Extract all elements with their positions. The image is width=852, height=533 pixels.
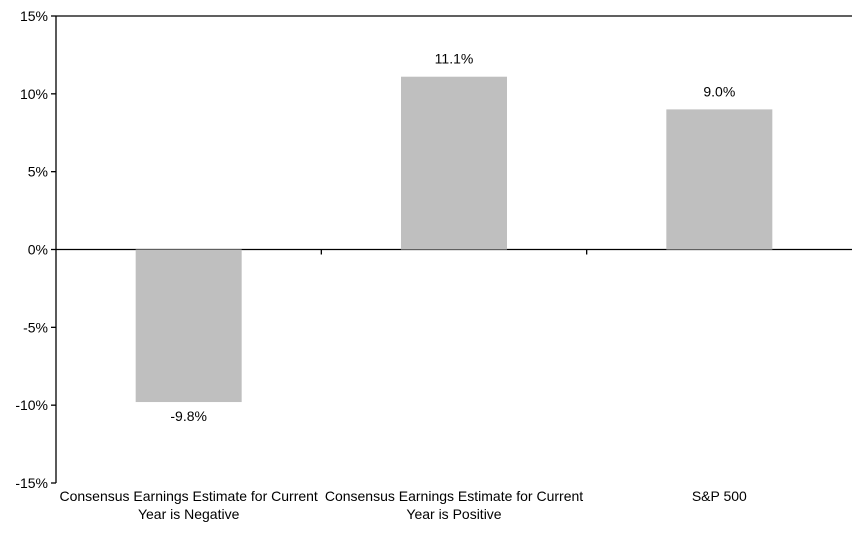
bar-value-label: 11.1% <box>435 51 474 67</box>
bar <box>135 249 242 403</box>
y-axis-ticks: 15% 10% 5% 0% -5% -10% -15% <box>15 8 56 491</box>
category-label: Consensus Earnings Estimate for Current <box>325 488 583 504</box>
bars-group <box>135 76 773 403</box>
y-tick-label: -5% <box>23 319 48 335</box>
x-axis-ticks <box>320 249 588 255</box>
category-labels-group: Consensus Earnings Estimate for Current Y… <box>59 488 747 522</box>
category-label: Year is Positive <box>406 506 501 522</box>
bar <box>666 109 773 250</box>
y-tick-label: -15% <box>15 475 48 491</box>
category-label: Year is Negative <box>138 506 240 522</box>
bar-value-label: -9.8% <box>170 408 207 424</box>
y-tick-label: 10% <box>20 86 48 102</box>
category-label: S&P 500 <box>692 488 747 504</box>
data-labels-group: -9.8% 11.1% 9.0% <box>170 51 735 424</box>
y-tick-label: 5% <box>28 164 48 180</box>
plot-area: 15% 10% 5% 0% -5% -10% -15% -9.8% 11.1% 9.0% Con… <box>15 8 852 522</box>
y-tick-label: -10% <box>15 397 48 413</box>
y-tick-label: 15% <box>20 8 48 24</box>
bar <box>401 76 507 250</box>
bar-value-label: 9.0% <box>703 83 735 99</box>
category-label: Consensus Earnings Estimate for Current <box>59 488 317 504</box>
y-tick-label: 0% <box>28 242 48 258</box>
